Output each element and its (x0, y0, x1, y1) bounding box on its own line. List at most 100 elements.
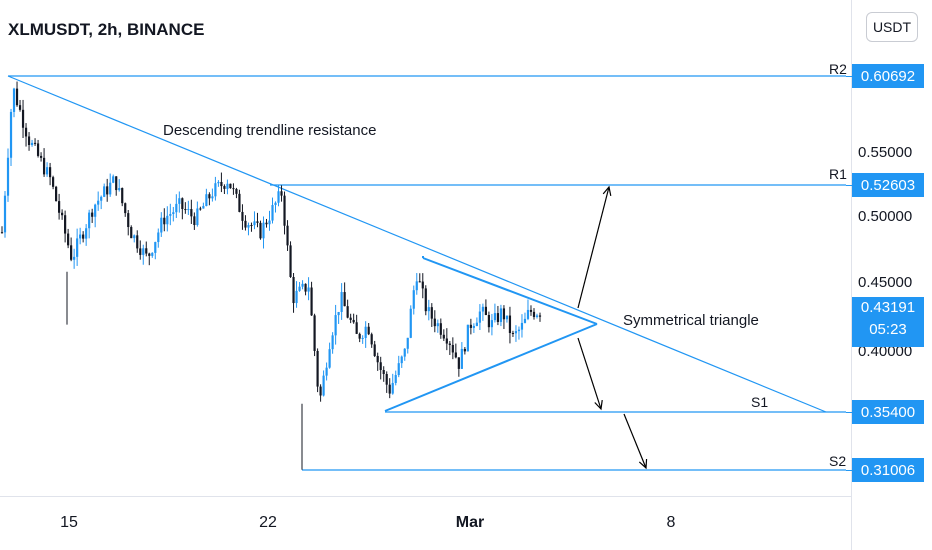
candle-body (64, 215, 67, 234)
candle-body (97, 200, 100, 205)
candle-body (79, 234, 82, 239)
candle-body (241, 211, 244, 221)
candle-body (496, 313, 500, 322)
candle-body (298, 286, 301, 291)
candle-body (373, 344, 376, 356)
candle-body (115, 176, 118, 191)
candle-body (109, 182, 112, 195)
candle-body (487, 315, 491, 328)
candle-body (238, 193, 241, 212)
candle-body (145, 248, 148, 254)
candle-body (355, 322, 358, 334)
candle-body (379, 362, 382, 370)
s1-price-tag: 0.35400 (852, 400, 924, 424)
candle-body (265, 222, 268, 225)
candle-body (433, 318, 436, 327)
candle-body (202, 205, 205, 209)
candle-body (30, 142, 34, 146)
candle-body (445, 338, 448, 344)
candle-body (337, 311, 340, 316)
s1-price-tick (846, 412, 852, 413)
candle-body (361, 337, 364, 339)
candle-body (505, 315, 509, 320)
current-price-value: 0.43191 (860, 299, 916, 316)
candle-body (307, 287, 310, 292)
breakdown-arrow-shaft (577, 337, 602, 410)
s2-price-tick (846, 470, 852, 471)
candle-body (214, 183, 217, 197)
candle-body (322, 375, 325, 396)
candle-body (85, 228, 88, 239)
candle-body (418, 281, 421, 283)
candle-body (229, 183, 232, 189)
candle-body (430, 307, 433, 319)
candle-body (451, 344, 454, 353)
triangle-lower-line (384, 323, 598, 412)
candle-body (340, 292, 343, 312)
y-tick-label: 0.55000 (858, 144, 913, 161)
breakdown-arrow-head (594, 400, 603, 411)
candle-body (532, 311, 536, 317)
candle-body (517, 329, 521, 332)
candle-body (157, 232, 160, 243)
candle-body (94, 204, 97, 217)
candle-body (391, 382, 394, 394)
candle-body (154, 242, 157, 253)
candle-body (21, 109, 25, 128)
candle-body (424, 288, 427, 312)
candle-body (448, 343, 451, 345)
candle-body (58, 201, 61, 213)
candle-body (18, 105, 22, 110)
candle-body (262, 222, 265, 239)
candle-body (493, 313, 497, 321)
candle-body (118, 188, 121, 191)
candle-body (502, 308, 506, 320)
candle-body (48, 167, 52, 178)
candle-body (478, 311, 481, 323)
candle-body (9, 111, 13, 158)
candle-body (289, 245, 292, 277)
candle-body (27, 136, 31, 146)
candle-body (235, 188, 238, 194)
candle-body (490, 320, 494, 328)
candle-body (250, 225, 253, 227)
candle-body (61, 212, 64, 216)
candle-body (310, 287, 313, 316)
candle-body (256, 221, 259, 223)
candle-body (100, 196, 103, 201)
candle-body (205, 194, 208, 206)
candle-body (415, 281, 418, 291)
candle-body (82, 234, 85, 239)
candle-body (466, 324, 469, 352)
candle-body (439, 323, 442, 335)
candle-body (334, 315, 337, 336)
candle-body (286, 225, 289, 246)
currency-unit-button[interactable]: USDT (866, 12, 918, 42)
candle-body (88, 212, 91, 229)
candle-body (346, 306, 349, 318)
candle-body (163, 217, 166, 225)
candle-body (358, 333, 361, 339)
candle-body (136, 235, 139, 249)
candle-body (394, 375, 397, 383)
candle-body (472, 325, 475, 328)
candle-body (409, 308, 412, 338)
s2-price-tag: 0.31006 (852, 458, 924, 482)
triangle-upper-line (422, 257, 598, 325)
candle-body (24, 127, 28, 137)
candle-body (385, 374, 388, 385)
candle-body (166, 215, 169, 225)
candle-body (70, 245, 73, 260)
candle-body (0, 232, 4, 234)
r1-price-tag: 0.52603 (852, 173, 924, 197)
r2-price-tick (846, 76, 852, 77)
candle-body (376, 355, 379, 363)
candle-body (3, 195, 7, 233)
y-tick-label: 0.45000 (858, 274, 913, 291)
candle-body (436, 323, 439, 327)
candle-body (199, 208, 202, 210)
candle-body (193, 216, 196, 226)
candle-body (535, 315, 539, 317)
